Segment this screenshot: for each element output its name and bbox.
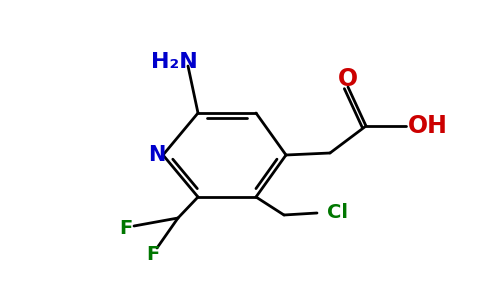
Text: H₂N: H₂N [151, 52, 197, 72]
Text: N: N [148, 145, 166, 165]
Text: F: F [120, 218, 133, 238]
Text: Cl: Cl [327, 203, 348, 223]
Text: OH: OH [408, 114, 448, 138]
Text: O: O [338, 67, 358, 91]
Text: F: F [146, 245, 160, 265]
